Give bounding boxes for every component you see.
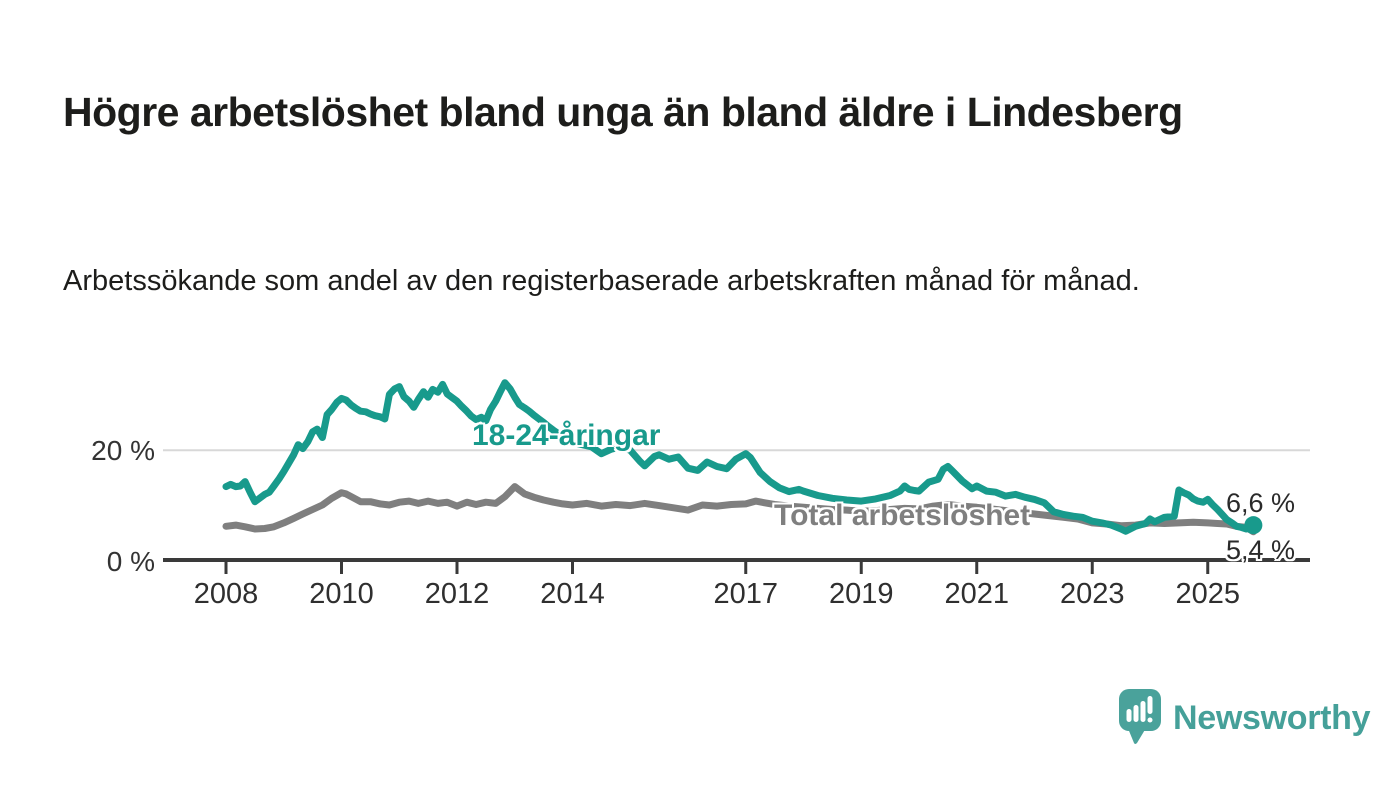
end-value-label-youth: 6,6 % <box>1226 488 1296 518</box>
end-value-label-total: 5,4 % <box>1226 535 1296 565</box>
page-title: Högre arbetslöshet bland unga än bland ä… <box>63 89 1183 136</box>
series-label-youth: 18-24-åringar <box>472 419 661 452</box>
series-end-dot <box>1244 516 1263 535</box>
y-tick-label-20: 20 % <box>91 435 155 466</box>
y-tick-label-0: 0 % <box>106 546 155 577</box>
x-tick-label: 2008 <box>193 578 259 610</box>
newsworthy-speech-bubble-bar-chart-icon <box>1119 689 1161 744</box>
x-tick-label: 2023 <box>1059 578 1125 610</box>
newsworthy-logo-text: Newsworthy <box>1173 698 1371 737</box>
x-tick-label: 2025 <box>1175 578 1241 610</box>
x-tick-label: 2010 <box>309 578 374 610</box>
page-subtitle: Arbetssökande som andel av den registerb… <box>63 265 1140 297</box>
x-tick-label: 2021 <box>944 578 1010 610</box>
x-tick-label: 2014 <box>540 578 605 610</box>
series-label-total: Total arbetslöshet <box>774 499 1031 532</box>
x-tick-label: 2019 <box>828 578 894 610</box>
line-18-24-åringar <box>222 379 1257 535</box>
x-tick-label: 2012 <box>424 578 490 610</box>
newsworthy-logo: Newsworthy <box>1118 688 1371 748</box>
x-tick-label: 2017 <box>713 578 779 610</box>
